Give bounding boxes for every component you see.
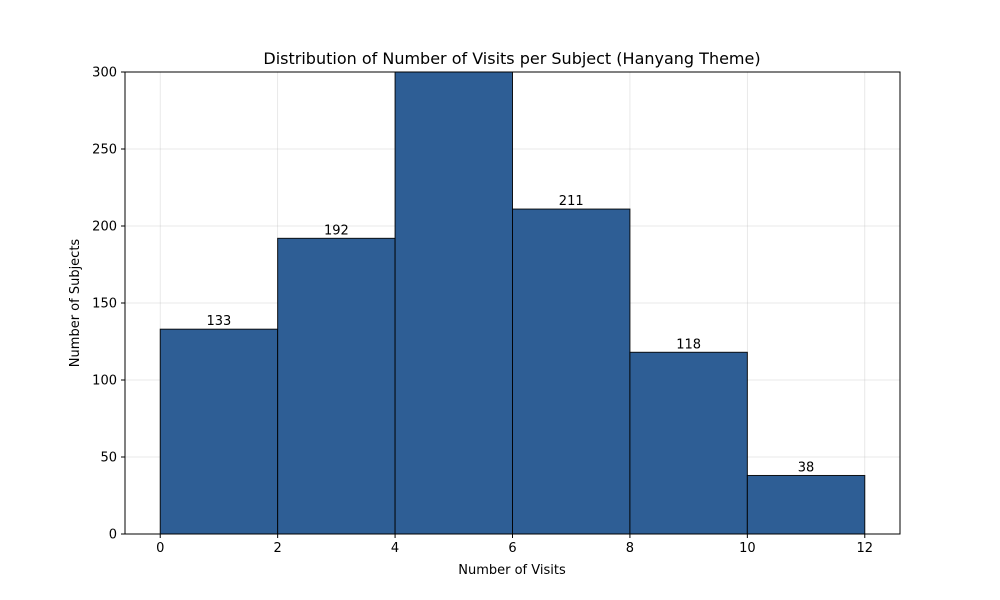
histogram-bar <box>159 328 279 534</box>
histogram-bar <box>746 474 866 534</box>
x-tick-label: 4 <box>391 541 399 556</box>
y-tick-label: 250 <box>92 143 117 158</box>
histogram-bar <box>277 237 396 534</box>
bar-value-label: 211 <box>559 194 584 209</box>
bar-value-label: 118 <box>676 337 701 352</box>
bar-value-label: 192 <box>324 223 349 238</box>
axis-ticks: 0 2 4 6 8 10 12 0 50 100 150 200 250 300 <box>92 66 873 557</box>
bar-value-label: 38 <box>798 460 815 475</box>
y-tick-label: 100 <box>92 374 117 389</box>
histogram-bar <box>512 208 631 534</box>
y-tick-label: 300 <box>92 66 117 81</box>
y-axis-label: Number of Subjects <box>68 239 83 368</box>
x-tick-label: 2 <box>274 541 282 556</box>
y-tick-label: 50 <box>100 451 117 466</box>
histogram-bar <box>394 72 513 534</box>
chart-title: Distribution of Number of Visits per Sub… <box>263 49 760 68</box>
x-tick-label: 8 <box>626 541 634 556</box>
bars <box>159 72 866 534</box>
x-tick-label: 6 <box>508 541 516 556</box>
y-tick-label: 200 <box>92 220 117 235</box>
bar-value-label: 133 <box>207 314 232 329</box>
histogram-bar <box>629 351 748 534</box>
y-tick-label: 0 <box>109 528 117 543</box>
x-tick-label: 12 <box>856 541 873 556</box>
data-labels: 133 192 211 118 38 <box>207 194 815 475</box>
x-tick-label: 10 <box>739 541 756 556</box>
y-tick-label: 150 <box>92 297 117 312</box>
x-axis-label: Number of Visits <box>458 563 566 578</box>
x-tick-label: 0 <box>156 541 164 556</box>
